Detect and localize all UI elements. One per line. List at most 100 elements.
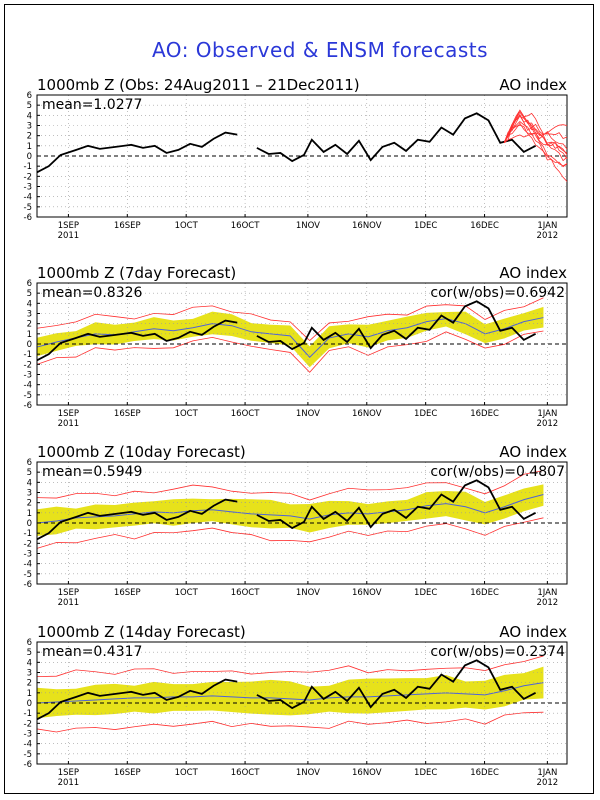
panel-title: 1000mb Z (7day Forecast) bbox=[37, 264, 236, 282]
x-tick-year-label: 2012 bbox=[537, 778, 559, 788]
y-tick-label: -6 bbox=[24, 213, 32, 223]
y-tick-label: 0 bbox=[27, 152, 32, 162]
ensemble-member-line bbox=[503, 124, 568, 168]
y-tick-label: 6 bbox=[27, 91, 32, 101]
y-tick-label: 2 bbox=[27, 132, 32, 142]
y-tick-label: 0 bbox=[27, 699, 32, 709]
y-tick-label: -3 bbox=[24, 730, 32, 740]
y-tick-label: 1 bbox=[27, 509, 32, 519]
ensemble-lower-envelope bbox=[36, 711, 544, 733]
observed-ao-line bbox=[256, 112, 537, 163]
panel-title: 1000mb Z (14day Forecast) bbox=[37, 623, 246, 641]
y-tick-label: -4 bbox=[24, 560, 32, 570]
x-tick-label: 1NOV bbox=[296, 588, 320, 598]
x-tick-label: 1JAN bbox=[537, 221, 557, 231]
observed-ao-line bbox=[36, 498, 238, 541]
mean-label: mean=1.0277 bbox=[42, 97, 142, 113]
y-tick-label: -2 bbox=[24, 360, 32, 370]
y-tick-label: -5 bbox=[24, 391, 32, 401]
ensemble-member-line bbox=[503, 133, 568, 182]
x-tick-year-label: 2012 bbox=[537, 598, 559, 608]
observed-ao-line bbox=[256, 300, 537, 351]
ensemble-spread-band bbox=[37, 484, 544, 536]
y-tick-label: -2 bbox=[24, 539, 32, 549]
x-tick-label: 16NOV bbox=[352, 221, 382, 231]
y-tick-label: -6 bbox=[24, 401, 32, 411]
x-tick-label: 1JAN bbox=[537, 768, 557, 778]
y-tick-label: 1 bbox=[27, 330, 32, 340]
x-tick-year-label: 2012 bbox=[537, 419, 559, 429]
x-tick-year-label: 2011 bbox=[58, 598, 80, 608]
x-tick-label: 1OCT bbox=[175, 588, 199, 598]
y-tick-label: 6 bbox=[27, 458, 32, 468]
y-tick-label: 4 bbox=[27, 478, 32, 488]
y-tick-label: 4 bbox=[27, 658, 32, 668]
y-tick-label: 5 bbox=[27, 648, 32, 658]
correlation-label: cor(w/obs)=0.6942 bbox=[430, 285, 565, 301]
y-tick-label: 4 bbox=[27, 111, 32, 121]
panel-title: 1000mb Z (Obs: 24Aug2011 – 21Dec2011) bbox=[37, 76, 360, 94]
x-tick-year-label: 2011 bbox=[58, 778, 80, 788]
panel-4: 1000mb Z (14day Forecast) AO index 6543210… bbox=[24, 623, 568, 788]
x-tick-label: 16DEC bbox=[470, 588, 499, 598]
ensemble-mean-line bbox=[36, 682, 544, 704]
y-tick-label: -1 bbox=[24, 529, 32, 539]
ensemble-lower-envelope bbox=[36, 517, 544, 549]
x-tick-label: 16SEP bbox=[114, 768, 141, 778]
y-tick-label: -2 bbox=[24, 719, 32, 729]
y-tick-label: 2 bbox=[27, 679, 32, 689]
observed-ao-line bbox=[36, 319, 238, 362]
y-tick-label: -1 bbox=[24, 709, 32, 719]
y-tick-label: 4 bbox=[27, 299, 32, 309]
y-tick-label: -3 bbox=[24, 183, 32, 193]
x-tick-label: 16SEP bbox=[114, 221, 141, 231]
x-tick-label: 1DEC bbox=[414, 588, 437, 598]
x-tick-label: 1DEC bbox=[414, 409, 437, 419]
y-tick-label: -1 bbox=[24, 350, 32, 360]
ensemble-spread-band bbox=[37, 306, 544, 368]
x-tick-label: 16OCT bbox=[231, 768, 260, 778]
ensemble-member-line bbox=[503, 109, 568, 143]
y-tick-label: 5 bbox=[27, 101, 32, 111]
correlation-label: cor(w/obs)=0.4807 bbox=[430, 464, 565, 480]
ensemble-member-line bbox=[503, 113, 568, 167]
panel-title: 1000mb Z (10day Forecast) bbox=[37, 443, 246, 461]
y-tick-label: 6 bbox=[27, 279, 32, 289]
x-tick-label: 1NOV bbox=[296, 409, 320, 419]
panel-index-label: AO index bbox=[499, 76, 567, 94]
y-tick-label: -6 bbox=[24, 580, 32, 590]
x-tick-label: 16OCT bbox=[231, 588, 260, 598]
y-tick-label: -5 bbox=[24, 203, 32, 213]
panel-index-label: AO index bbox=[499, 443, 567, 461]
ensemble-upper-envelope bbox=[36, 297, 544, 342]
x-tick-label: 1NOV bbox=[296, 768, 320, 778]
mean-label: mean=0.8326 bbox=[42, 285, 143, 301]
x-tick-label: 1JAN bbox=[537, 409, 557, 419]
y-tick-label: 2 bbox=[27, 320, 32, 330]
mean-label: mean=0.5949 bbox=[42, 464, 142, 480]
y-tick-label: -3 bbox=[24, 371, 32, 381]
x-tick-label: 1SEP bbox=[58, 409, 79, 419]
ensemble-upper-envelope bbox=[36, 470, 544, 501]
x-tick-year-label: 2012 bbox=[537, 231, 559, 241]
observed-ao-line bbox=[36, 131, 238, 174]
y-tick-label: 0 bbox=[27, 519, 32, 529]
y-tick-label: -1 bbox=[24, 162, 32, 172]
panel-index-label: AO index bbox=[499, 623, 567, 641]
y-tick-label: -4 bbox=[24, 740, 32, 750]
x-tick-label: 1SEP bbox=[58, 588, 79, 598]
panel-index-label: AO index bbox=[499, 264, 567, 282]
observed-ao-line bbox=[256, 479, 537, 530]
x-tick-label: 16NOV bbox=[352, 409, 382, 419]
x-tick-year-label: 2011 bbox=[58, 231, 80, 241]
ensemble-member-line bbox=[503, 115, 568, 150]
observed-ao-line bbox=[256, 659, 537, 710]
x-tick-label: 16DEC bbox=[470, 221, 499, 231]
panel-2: 1000mb Z (7day Forecast) AO index6543210-… bbox=[24, 264, 568, 429]
main-title: AO: Observed & ENSM forecasts bbox=[151, 38, 489, 62]
panel-3: 1000mb Z (10day Forecast) AO index 6543210… bbox=[24, 443, 568, 608]
x-tick-label: 1SEP bbox=[58, 221, 79, 231]
y-tick-label: 3 bbox=[27, 122, 32, 132]
ensemble-lower-envelope bbox=[36, 330, 544, 373]
